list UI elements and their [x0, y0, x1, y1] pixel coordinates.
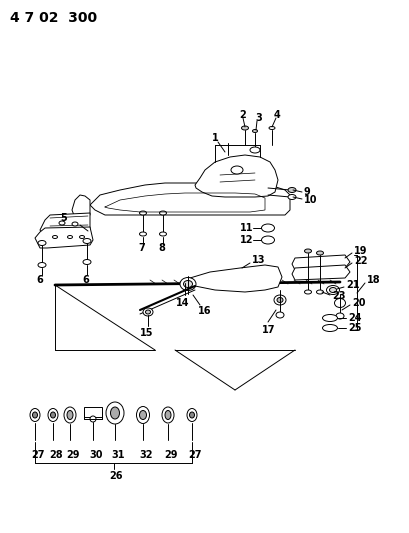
Ellipse shape: [336, 313, 344, 319]
Ellipse shape: [106, 402, 124, 424]
Text: 29: 29: [164, 450, 178, 460]
Ellipse shape: [90, 416, 96, 422]
Text: 13: 13: [252, 255, 265, 265]
Ellipse shape: [162, 407, 174, 423]
Text: 4 7 02  300: 4 7 02 300: [10, 11, 97, 25]
Text: 18: 18: [367, 275, 381, 285]
Ellipse shape: [139, 410, 146, 419]
Text: 24: 24: [348, 313, 362, 323]
Ellipse shape: [304, 249, 312, 253]
Ellipse shape: [180, 278, 196, 290]
Ellipse shape: [64, 407, 76, 423]
Ellipse shape: [52, 236, 58, 238]
Ellipse shape: [241, 126, 249, 130]
Polygon shape: [180, 265, 282, 292]
Text: 28: 28: [49, 450, 63, 460]
Ellipse shape: [59, 221, 65, 225]
Ellipse shape: [110, 407, 119, 419]
Ellipse shape: [288, 188, 296, 192]
Bar: [84, 407, 102, 417]
Ellipse shape: [48, 408, 58, 422]
Text: 14: 14: [176, 298, 189, 308]
Ellipse shape: [261, 224, 274, 232]
Ellipse shape: [274, 295, 286, 305]
Text: 23: 23: [332, 291, 346, 301]
Text: 19: 19: [354, 246, 368, 256]
Text: 6: 6: [82, 275, 89, 285]
Ellipse shape: [261, 236, 274, 244]
Ellipse shape: [137, 407, 150, 424]
Ellipse shape: [30, 408, 40, 422]
Text: 8: 8: [158, 243, 165, 253]
Text: 11: 11: [240, 223, 254, 233]
Ellipse shape: [277, 297, 283, 303]
Text: 17: 17: [262, 325, 276, 335]
Ellipse shape: [143, 308, 153, 316]
Polygon shape: [72, 195, 90, 220]
Text: 10: 10: [304, 195, 317, 205]
Text: 2: 2: [239, 110, 246, 120]
Ellipse shape: [160, 232, 166, 236]
Ellipse shape: [323, 314, 337, 321]
Ellipse shape: [189, 412, 195, 418]
Ellipse shape: [139, 211, 146, 215]
Text: 16: 16: [198, 306, 211, 316]
Ellipse shape: [38, 262, 46, 268]
Ellipse shape: [317, 251, 324, 255]
Ellipse shape: [250, 147, 260, 153]
Ellipse shape: [38, 240, 46, 246]
Ellipse shape: [335, 298, 346, 308]
Ellipse shape: [187, 408, 197, 422]
Text: 26: 26: [110, 471, 123, 481]
Text: 27: 27: [188, 450, 202, 460]
Ellipse shape: [323, 325, 337, 332]
Text: 27: 27: [31, 450, 45, 460]
Ellipse shape: [269, 126, 275, 130]
Text: 22: 22: [354, 256, 368, 266]
Ellipse shape: [83, 238, 91, 244]
Text: 30: 30: [89, 450, 103, 460]
Text: 29: 29: [66, 450, 79, 460]
Text: 1: 1: [212, 133, 219, 143]
Ellipse shape: [304, 290, 312, 294]
Polygon shape: [90, 183, 290, 215]
Ellipse shape: [50, 412, 56, 418]
Ellipse shape: [330, 287, 337, 293]
Polygon shape: [292, 255, 350, 270]
Text: 5: 5: [60, 213, 67, 223]
Polygon shape: [195, 155, 278, 197]
Polygon shape: [35, 227, 93, 248]
Polygon shape: [40, 213, 90, 242]
Text: 31: 31: [111, 450, 124, 460]
Text: 25: 25: [348, 323, 362, 333]
Ellipse shape: [67, 410, 73, 419]
Text: 15: 15: [140, 328, 153, 338]
Ellipse shape: [32, 412, 38, 418]
Ellipse shape: [165, 410, 171, 419]
Ellipse shape: [288, 195, 296, 199]
Text: 3: 3: [255, 113, 262, 123]
Ellipse shape: [72, 222, 78, 226]
Ellipse shape: [139, 232, 146, 236]
Ellipse shape: [276, 312, 284, 318]
Text: 9: 9: [304, 187, 311, 197]
Text: 32: 32: [139, 450, 153, 460]
Text: 20: 20: [352, 298, 366, 308]
Ellipse shape: [79, 236, 85, 238]
Ellipse shape: [317, 290, 324, 294]
Ellipse shape: [326, 286, 339, 295]
Text: 12: 12: [240, 235, 254, 245]
Ellipse shape: [231, 166, 243, 174]
Ellipse shape: [83, 260, 91, 264]
Text: 7: 7: [138, 243, 145, 253]
Ellipse shape: [184, 280, 193, 287]
Polygon shape: [292, 265, 350, 280]
Text: 6: 6: [36, 275, 43, 285]
Text: 21: 21: [346, 280, 360, 290]
Ellipse shape: [160, 211, 166, 215]
Ellipse shape: [67, 236, 72, 238]
Ellipse shape: [146, 310, 151, 314]
Text: 4: 4: [274, 110, 281, 120]
Ellipse shape: [252, 130, 258, 133]
